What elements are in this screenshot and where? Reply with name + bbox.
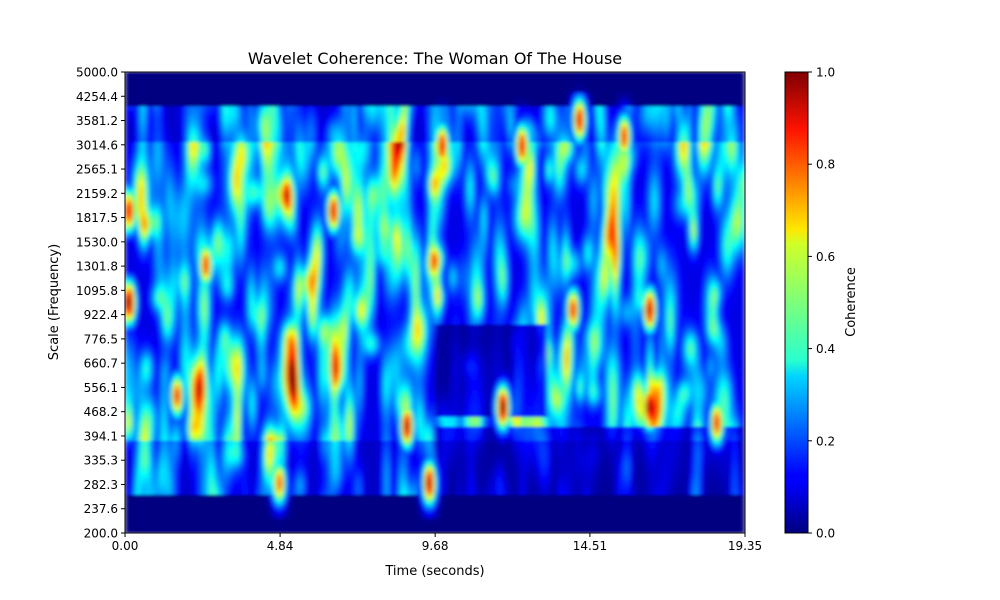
x-tick-label: 9.68 xyxy=(422,539,449,553)
x-tick-label: 0.00 xyxy=(112,539,139,553)
colorbar-tick-label: 1.0 xyxy=(816,66,835,80)
y-tick-label: 660.7 xyxy=(84,357,118,371)
y-tick-label: 200.0 xyxy=(84,527,118,541)
x-tick-label: 19.35 xyxy=(728,539,762,553)
y-tick-label: 282.3 xyxy=(84,478,118,492)
y-tick-label: 922.4 xyxy=(84,308,118,322)
colorbar-label: Coherence xyxy=(844,267,859,337)
y-tick-label: 3014.6 xyxy=(76,138,118,152)
colorbar: 0.0 0.2 0.4 0.6 0.8 1.0 Coherence xyxy=(784,66,859,541)
colorbar-tick-label: 0.8 xyxy=(816,158,835,172)
colorbar-tick-label: 0.6 xyxy=(816,250,835,264)
y-tick-label: 2159.2 xyxy=(76,187,118,201)
y-tick-label: 5000.0 xyxy=(76,66,118,80)
x-axis-label: Time (seconds) xyxy=(384,564,484,579)
x-axis: 0.00 4.84 9.68 14.51 19.35 xyxy=(112,533,762,553)
y-tick-label: 394.1 xyxy=(84,429,118,443)
colorbar-ticks: 0.0 0.2 0.4 0.6 0.8 1.0 xyxy=(808,66,835,541)
colorbar-tick-label: 0.2 xyxy=(816,434,835,448)
y-tick-label: 335.3 xyxy=(84,454,118,468)
y-axis-label: Scale (Frequency) xyxy=(47,244,62,360)
y-tick-label: 4254.4 xyxy=(76,90,118,104)
y-tick-label: 3581.2 xyxy=(76,114,118,128)
y-axis: 5000.0 4254.4 3581.2 3014.6 2565.1 2159.2 1817… xyxy=(76,66,125,541)
y-tick-label: 2565.1 xyxy=(76,163,118,177)
y-tick-label: 556.1 xyxy=(84,381,118,395)
x-tick-label: 4.84 xyxy=(267,539,294,553)
colorbar-tick-label: 0.4 xyxy=(816,342,835,356)
y-tick-label: 1817.5 xyxy=(76,211,118,225)
colorbar-gradient xyxy=(784,71,809,534)
y-tick-label: 1530.0 xyxy=(76,235,118,249)
y-tick-label: 1095.8 xyxy=(76,284,118,298)
y-tick-label: 1301.8 xyxy=(76,260,118,274)
x-tick-label: 14.51 xyxy=(573,539,607,553)
colorbar-tick-label: 0.0 xyxy=(816,527,835,541)
y-tick-label: 237.6 xyxy=(84,502,118,516)
chart-title: Wavelet Coherence: The Woman Of The Hous… xyxy=(248,49,622,68)
y-tick-label: 776.5 xyxy=(84,332,118,346)
plot-area xyxy=(124,71,746,534)
coherence-heatmap xyxy=(125,72,745,533)
y-tick-label: 468.2 xyxy=(84,405,118,419)
